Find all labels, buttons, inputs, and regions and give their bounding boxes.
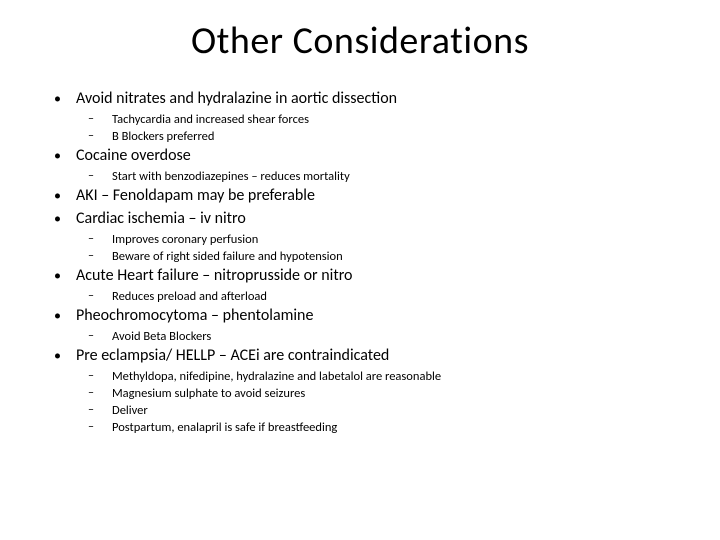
- bullet-text: Acute Heart failure – nitroprusside or n…: [76, 265, 352, 287]
- sub-list: –Start with benzodiazepines – reduces mo…: [88, 168, 670, 185]
- sub-list: –Reduces preload and afterload: [88, 288, 670, 305]
- bullet-text: Pheochromocytoma – phentolamine: [76, 305, 313, 327]
- sub-item: –Avoid Beta Blockers: [88, 328, 670, 345]
- sub-text: Tachycardia and increased shear forces: [112, 111, 309, 128]
- dash-mark-icon: –: [88, 231, 112, 248]
- dash-mark-icon: –: [88, 168, 112, 185]
- sub-text: Deliver: [112, 402, 148, 419]
- sub-item: –Postpartum, enalapril is safe if breast…: [88, 419, 670, 436]
- sub-text: Avoid Beta Blockers: [112, 328, 211, 345]
- sub-text: Postpartum, enalapril is safe if breastf…: [112, 419, 337, 436]
- sub-list: –Tachycardia and increased shear forces–…: [88, 111, 670, 145]
- sub-item: –Methyldopa, nifedipine, hydralazine and…: [88, 368, 670, 385]
- dash-mark-icon: –: [88, 368, 112, 385]
- bullet-item: •Avoid nitrates and hydralazine in aorti…: [50, 88, 670, 110]
- bullet-text: Avoid nitrates and hydralazine in aortic…: [76, 88, 397, 110]
- bullet-item: •Pheochromocytoma – phentolamine: [50, 305, 670, 327]
- dash-mark-icon: –: [88, 248, 112, 265]
- dash-mark-icon: –: [88, 328, 112, 345]
- bullet-mark-icon: •: [50, 305, 76, 327]
- sub-item: –Reduces preload and afterload: [88, 288, 670, 305]
- dash-mark-icon: –: [88, 288, 112, 305]
- bullet-item: •Acute Heart failure – nitroprusside or …: [50, 265, 670, 287]
- dash-mark-icon: –: [88, 419, 112, 436]
- bullet-list: •Avoid nitrates and hydralazine in aorti…: [50, 88, 670, 436]
- sub-text: B Blockers preferred: [112, 128, 214, 145]
- sub-item: –B Blockers preferred: [88, 128, 670, 145]
- bullet-item: •Cocaine overdose: [50, 145, 670, 167]
- dash-mark-icon: –: [88, 385, 112, 402]
- sub-text: Improves coronary perfusion: [112, 231, 258, 248]
- bullet-item: •Cardiac ischemia – iv nitro: [50, 208, 670, 230]
- dash-mark-icon: –: [88, 402, 112, 419]
- bullet-mark-icon: •: [50, 208, 76, 230]
- dash-mark-icon: –: [88, 128, 112, 145]
- bullet-text: Cocaine overdose: [76, 145, 191, 167]
- slide-title: Other Considerations: [50, 18, 670, 64]
- bullet-text: Cardiac ischemia – iv nitro: [76, 208, 246, 230]
- sub-text: Methyldopa, nifedipine, hydralazine and …: [112, 368, 441, 385]
- bullet-item: •AKI – Fenoldapam may be preferable: [50, 185, 670, 207]
- sub-list: –Methyldopa, nifedipine, hydralazine and…: [88, 368, 670, 436]
- sub-item: –Magnesium sulphate to avoid seizures: [88, 385, 670, 402]
- sub-item: –Beware of right sided failure and hypot…: [88, 248, 670, 265]
- bullet-mark-icon: •: [50, 265, 76, 287]
- bullet-text: AKI – Fenoldapam may be preferable: [76, 185, 315, 207]
- sub-list: –Improves coronary perfusion–Beware of r…: [88, 231, 670, 265]
- bullet-item: •Pre eclampsia/ HELLP – ACEi are contrai…: [50, 345, 670, 367]
- sub-text: Beware of right sided failure and hypote…: [112, 248, 343, 265]
- sub-item: –Start with benzodiazepines – reduces mo…: [88, 168, 670, 185]
- sub-list: –Avoid Beta Blockers: [88, 328, 670, 345]
- bullet-text: Pre eclampsia/ HELLP – ACEi are contrain…: [76, 345, 389, 367]
- bullet-mark-icon: •: [50, 88, 76, 110]
- bullet-mark-icon: •: [50, 145, 76, 167]
- sub-item: –Tachycardia and increased shear forces: [88, 111, 670, 128]
- sub-item: –Deliver: [88, 402, 670, 419]
- dash-mark-icon: –: [88, 111, 112, 128]
- sub-item: –Improves coronary perfusion: [88, 231, 670, 248]
- sub-text: Reduces preload and afterload: [112, 288, 267, 305]
- sub-text: Start with benzodiazepines – reduces mor…: [112, 168, 350, 185]
- bullet-mark-icon: •: [50, 345, 76, 367]
- bullet-mark-icon: •: [50, 185, 76, 207]
- sub-text: Magnesium sulphate to avoid seizures: [112, 385, 305, 402]
